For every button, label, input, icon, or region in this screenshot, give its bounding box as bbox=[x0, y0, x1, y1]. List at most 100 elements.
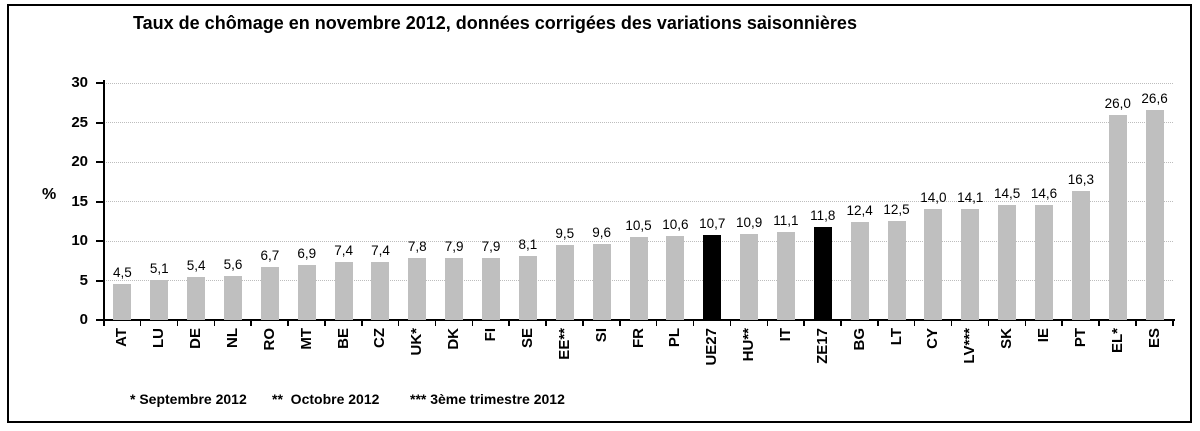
x-category-label: IT bbox=[776, 328, 794, 342]
bar-nl bbox=[224, 275, 243, 320]
bar-value-label: 14,1 bbox=[957, 189, 984, 205]
bar-bg bbox=[850, 222, 869, 320]
x-category-label: UK* bbox=[408, 328, 426, 356]
x-category-label: PL bbox=[666, 328, 684, 348]
bar-value-label: 10,5 bbox=[625, 218, 652, 234]
y-tick-mark bbox=[96, 240, 104, 242]
y-tick-mark bbox=[96, 121, 104, 124]
y-tick-label: 5 bbox=[79, 271, 88, 289]
y-tick-label: 10 bbox=[71, 232, 88, 249]
bar-value-label: 10,7 bbox=[699, 216, 726, 232]
bar-value-label: 5,4 bbox=[186, 258, 206, 274]
x-tick-mark bbox=[324, 321, 326, 326]
x-category-label: LU bbox=[150, 328, 168, 348]
bar-ee bbox=[555, 244, 574, 320]
x-category-label: SE bbox=[518, 328, 536, 349]
footnote-3: *** 3ème trimestre 2012 bbox=[410, 391, 565, 407]
gridline bbox=[104, 82, 1173, 84]
bar-mt bbox=[297, 265, 316, 320]
bar-value-label: 10,9 bbox=[735, 214, 763, 230]
chart-title: Taux de chômage en novembre 2012, donnée… bbox=[133, 13, 857, 33]
footnote-1: * Septembre 2012 bbox=[130, 391, 247, 407]
gridline bbox=[104, 122, 1173, 123]
bar-value-label: 10,6 bbox=[662, 217, 689, 233]
bar-ue27 bbox=[703, 235, 722, 320]
bar-fi bbox=[482, 257, 501, 320]
x-category-label: RO bbox=[260, 328, 278, 351]
x-tick-mark bbox=[1135, 321, 1137, 326]
bar-value-label: 14,0 bbox=[920, 190, 947, 206]
y-tick-mark bbox=[96, 161, 104, 163]
x-category-label: SK bbox=[998, 328, 1016, 349]
bar-value-label: 7,8 bbox=[407, 239, 427, 255]
x-category-label: CY bbox=[924, 328, 942, 349]
x-category-label: IE bbox=[1034, 328, 1052, 343]
bar-value-label: 26,6 bbox=[1141, 90, 1168, 106]
x-tick-mark bbox=[1024, 321, 1027, 326]
bar-ze17 bbox=[813, 226, 832, 320]
bar-value-label: 5,1 bbox=[149, 260, 169, 276]
bar-fr bbox=[629, 237, 648, 320]
x-tick-mark bbox=[766, 321, 769, 326]
x-category-label: EE** bbox=[555, 328, 573, 360]
x-category-label: SI bbox=[592, 328, 610, 343]
bar-cz bbox=[371, 261, 390, 320]
bar-value-label: 6,7 bbox=[260, 248, 280, 264]
bar-value-label: 6,9 bbox=[297, 246, 317, 262]
bar-hu bbox=[740, 233, 759, 320]
y-tick-label: 0 bbox=[79, 311, 88, 328]
y-tick-label: 15 bbox=[71, 192, 88, 210]
x-tick-mark bbox=[950, 321, 953, 326]
y-tick-mark bbox=[96, 319, 104, 321]
bar-value-label: 9,5 bbox=[555, 225, 575, 241]
bar-value-label: 12,4 bbox=[846, 203, 873, 219]
x-tick-mark bbox=[1172, 321, 1174, 326]
x-tick-mark bbox=[840, 321, 842, 326]
x-category-label: FR bbox=[629, 328, 647, 348]
bar-dk bbox=[445, 257, 464, 320]
bar-value-label: 16,3 bbox=[1067, 172, 1094, 188]
x-tick-mark bbox=[877, 321, 879, 326]
bar-value-label: 14,6 bbox=[1030, 185, 1058, 201]
x-category-label: UE27 bbox=[703, 328, 721, 366]
x-category-label: CZ bbox=[371, 328, 389, 348]
x-tick-mark bbox=[729, 321, 732, 326]
x-tick-mark bbox=[397, 321, 400, 326]
x-tick-mark bbox=[103, 321, 105, 326]
bar-ro bbox=[260, 267, 279, 320]
bar-at bbox=[113, 284, 132, 320]
bar-value-label: 8,1 bbox=[518, 237, 538, 252]
bar-el bbox=[1108, 114, 1127, 320]
y-tick-label: 25 bbox=[71, 113, 88, 131]
bar-value-label: 14,5 bbox=[993, 186, 1021, 202]
bar-se bbox=[518, 256, 537, 320]
x-tick-mark bbox=[176, 321, 179, 326]
y-axis-line bbox=[102, 80, 105, 322]
x-tick-mark bbox=[361, 321, 363, 326]
bar-value-label: 12,5 bbox=[883, 202, 910, 218]
bar-be bbox=[334, 261, 353, 320]
x-category-label: AT bbox=[113, 328, 131, 347]
x-tick-mark bbox=[434, 321, 437, 326]
y-tick-label: 20 bbox=[71, 153, 88, 170]
x-tick-mark bbox=[1061, 321, 1063, 326]
x-category-label: MT bbox=[297, 328, 315, 350]
bar-es bbox=[1145, 109, 1164, 320]
bar-pl bbox=[666, 236, 685, 320]
x-category-label: EL* bbox=[1108, 328, 1126, 354]
x-category-label: BG bbox=[850, 328, 868, 351]
bar-value-label: 26,0 bbox=[1104, 95, 1131, 111]
bar-value-label: 11,1 bbox=[773, 213, 799, 229]
bar-value-label: 7,4 bbox=[334, 242, 353, 258]
bar-si bbox=[592, 244, 611, 320]
x-tick-mark bbox=[250, 321, 252, 326]
y-axis-label: % bbox=[42, 186, 57, 203]
x-tick-mark bbox=[803, 321, 805, 326]
bar-de bbox=[187, 277, 206, 320]
x-tick-mark bbox=[619, 321, 621, 326]
x-category-label: ZE17 bbox=[813, 328, 831, 364]
bar-cy bbox=[924, 209, 943, 320]
x-tick-mark bbox=[213, 321, 216, 326]
